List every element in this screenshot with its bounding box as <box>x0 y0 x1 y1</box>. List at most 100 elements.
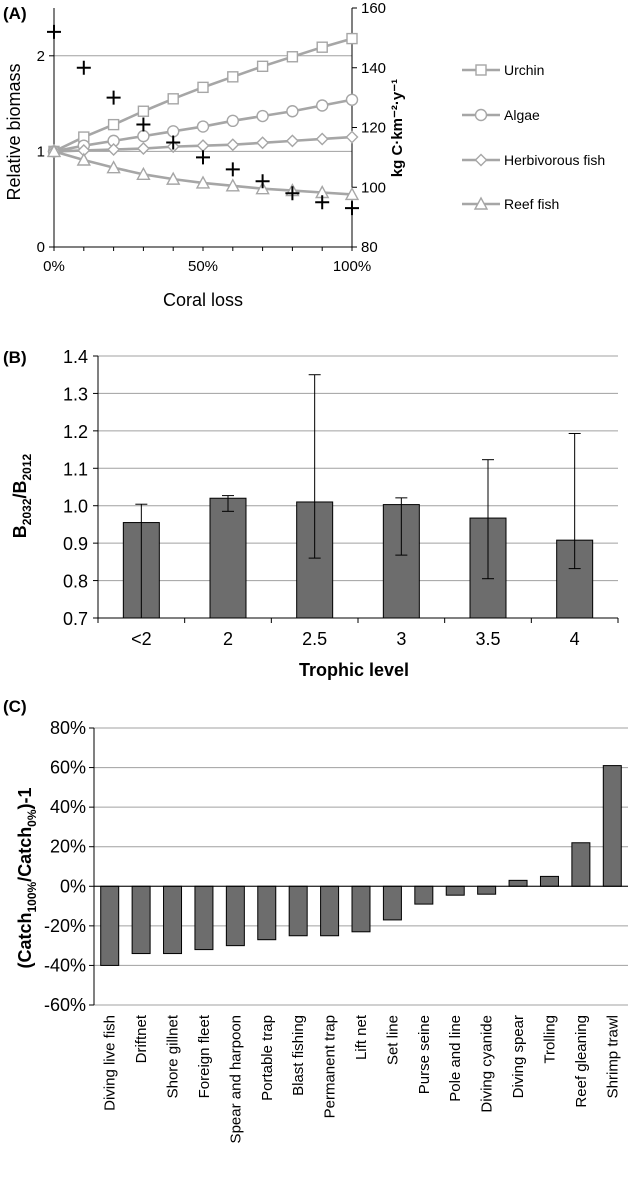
panel-c-bar <box>414 885 434 905</box>
panel-a-point-square <box>316 41 328 53</box>
panel-a-point-diamond <box>345 130 359 144</box>
panel-c-bar <box>445 885 465 896</box>
panel-a-y2-ticks: 80 100 120 140 160 <box>352 0 386 256</box>
panel-a-point-triangle <box>225 178 240 192</box>
panel-a-point-triangle <box>195 175 211 189</box>
panel-a-legend-label: Algae <box>504 107 540 123</box>
panel-c-bar <box>382 885 402 921</box>
panel-b-x-tick-label: 2.5 <box>302 629 327 649</box>
panel-c-bar <box>602 765 622 887</box>
panel-b-x-tick-label: 4 <box>570 629 580 649</box>
panel-c-bar <box>508 879 528 887</box>
panel-a-plus-point <box>345 201 359 216</box>
panel-a-plus-point <box>315 195 330 210</box>
panel-c-bar <box>288 885 308 937</box>
panel-a-point-circle <box>256 109 269 123</box>
panel-c-x-tick-label: Foreign fleet <box>196 1014 213 1098</box>
panel-a-y2-tick-label: 100 <box>361 179 386 196</box>
panel-c-bar <box>194 885 214 951</box>
panel-a-point-diamond <box>136 142 150 156</box>
panel-a-point-triangle <box>106 160 121 174</box>
panel-a-x-tick-label: 100% <box>333 258 371 275</box>
panel-a-legend-marker-triangle <box>473 196 489 210</box>
panel-c-bar <box>571 842 591 887</box>
panel-a-gridlines <box>54 55 352 152</box>
panel-b-bar-chart: (B) 0.7 0.8 0.9 1.0 1.1 1.2 1.3 1.4 <2 2 2.5 3 3.5 4… <box>3 347 619 680</box>
panel-a-legend-marker-circle <box>474 108 488 122</box>
panel-c-x-tick-label: Diving live fish <box>102 1015 119 1111</box>
panel-c-x-tick-label: Reef gleaning <box>573 1015 590 1108</box>
panel-a-point-circle <box>137 129 150 143</box>
panel-c-bar <box>257 885 277 941</box>
panel-a-plus-point <box>196 150 210 165</box>
panel-a-point-triangle <box>344 186 360 201</box>
panel-c-label: (C) <box>3 697 27 716</box>
panel-a-y2-tick-label: 160 <box>361 0 386 17</box>
panel-c-y-title-p2: /Catch <box>15 827 35 882</box>
panel-b-x-tick-label: 3.5 <box>475 629 500 649</box>
panel-a-x-tick-label: 50% <box>188 258 218 275</box>
panel-b-label: (B) <box>3 348 27 367</box>
panel-a-y2-tick-label: 80 <box>361 239 378 256</box>
panel-b-y-title-sub1: 2032 <box>20 498 34 525</box>
panel-c-bar <box>539 875 559 887</box>
panel-a-legend-label: Herbivorous fish <box>504 152 605 168</box>
panel-a-point-diamond <box>107 142 121 156</box>
panel-a-point-square <box>227 71 239 83</box>
panel-c-x-ticks: Diving live fish Driftnet Shore gillnet For… <box>102 1014 622 1143</box>
panel-b-x-tick-label: <2 <box>131 629 152 649</box>
panel-c-x-tick-label: Diving cyanide <box>479 1015 496 1113</box>
panel-a-series <box>46 32 360 201</box>
panel-a-y-tick-label: 2 <box>37 48 45 65</box>
panel-a-point-circle <box>226 114 240 128</box>
panel-a-x-ticks: 0% 50% 100% <box>43 247 371 275</box>
panel-b-x-ticks: <2 2 2.5 3 3.5 4 <box>97 618 619 649</box>
panel-b-y-tick-label: 1.0 <box>63 497 88 517</box>
panel-a-y2-tick-label: 140 <box>361 60 386 77</box>
panel-b-y-tick-label: 0.9 <box>63 534 88 554</box>
panel-c-bar <box>131 885 151 955</box>
panel-a-point-diamond <box>285 134 299 148</box>
panel-c-y-tick-label: 20% <box>50 837 86 857</box>
panel-c-x-tick-label: Diving spear <box>510 1015 527 1098</box>
panel-a-plus-point <box>136 117 151 132</box>
panel-b-y-title-main: B <box>10 525 30 538</box>
panel-a-point-triangle <box>46 143 62 158</box>
panel-b-axes <box>97 356 618 619</box>
panel-c-x-tick-label: Portable trap <box>259 1015 276 1101</box>
panel-a-legend: Urchin Algae Herbivorous fish Reef fish <box>462 62 605 212</box>
panel-c-x-tick-label: Pole and line <box>447 1015 464 1102</box>
panel-a-point-triangle <box>136 166 151 181</box>
panel-c-x-tick-label: Spear and harpoon <box>227 1015 244 1143</box>
panel-b-y-tick-label: 1.4 <box>63 347 88 367</box>
panel-b-y-axis-title: B2032/B2012 <box>10 453 34 538</box>
panel-c-y-axis-title: (Catch100%/Catch0%)-1 <box>15 787 39 968</box>
panel-c-x-tick-label: Trolling <box>541 1015 558 1064</box>
panel-a-plus-point <box>47 24 61 39</box>
panel-c-y-tick-label: 80% <box>50 718 86 738</box>
panel-a-plus-point <box>166 135 181 150</box>
panel-c-x-tick-label: Shore gillnet <box>165 1014 182 1098</box>
panel-c-x-tick-label: Driftnet <box>133 1014 150 1063</box>
panel-a-point-circle <box>166 125 180 138</box>
panel-a-y-tick-label: 1 <box>37 143 45 160</box>
panel-c-bar <box>477 885 497 895</box>
panel-c-y-title-s2: 0% <box>25 809 39 827</box>
panel-b-gridlines <box>98 355 618 582</box>
panel-c-y-tick-label: -60% <box>44 995 86 1015</box>
panel-c-y-tick-label: 40% <box>50 797 86 817</box>
panel-a-x-axis-title: Coral loss <box>163 290 243 310</box>
panel-c-bar <box>351 885 371 933</box>
panel-c-y-tick-label: 60% <box>50 758 86 778</box>
panel-a-plus-point <box>285 186 300 201</box>
panel-c-y-tick-label: 0% <box>60 876 86 896</box>
panel-a-point-circle <box>196 120 210 133</box>
panel-a-point-circle <box>286 105 299 118</box>
panel-a-point-square <box>167 93 179 105</box>
panel-a-line-chart: (A) 0 1 2 80 100 120 140 160 0% 50% 100% Coral l… <box>3 0 605 310</box>
panel-a-point-triangle <box>166 171 181 185</box>
panel-a-point-diamond <box>315 132 329 146</box>
panel-c-bars <box>100 765 622 966</box>
panel-b-y-title-slash: /B <box>10 480 30 498</box>
